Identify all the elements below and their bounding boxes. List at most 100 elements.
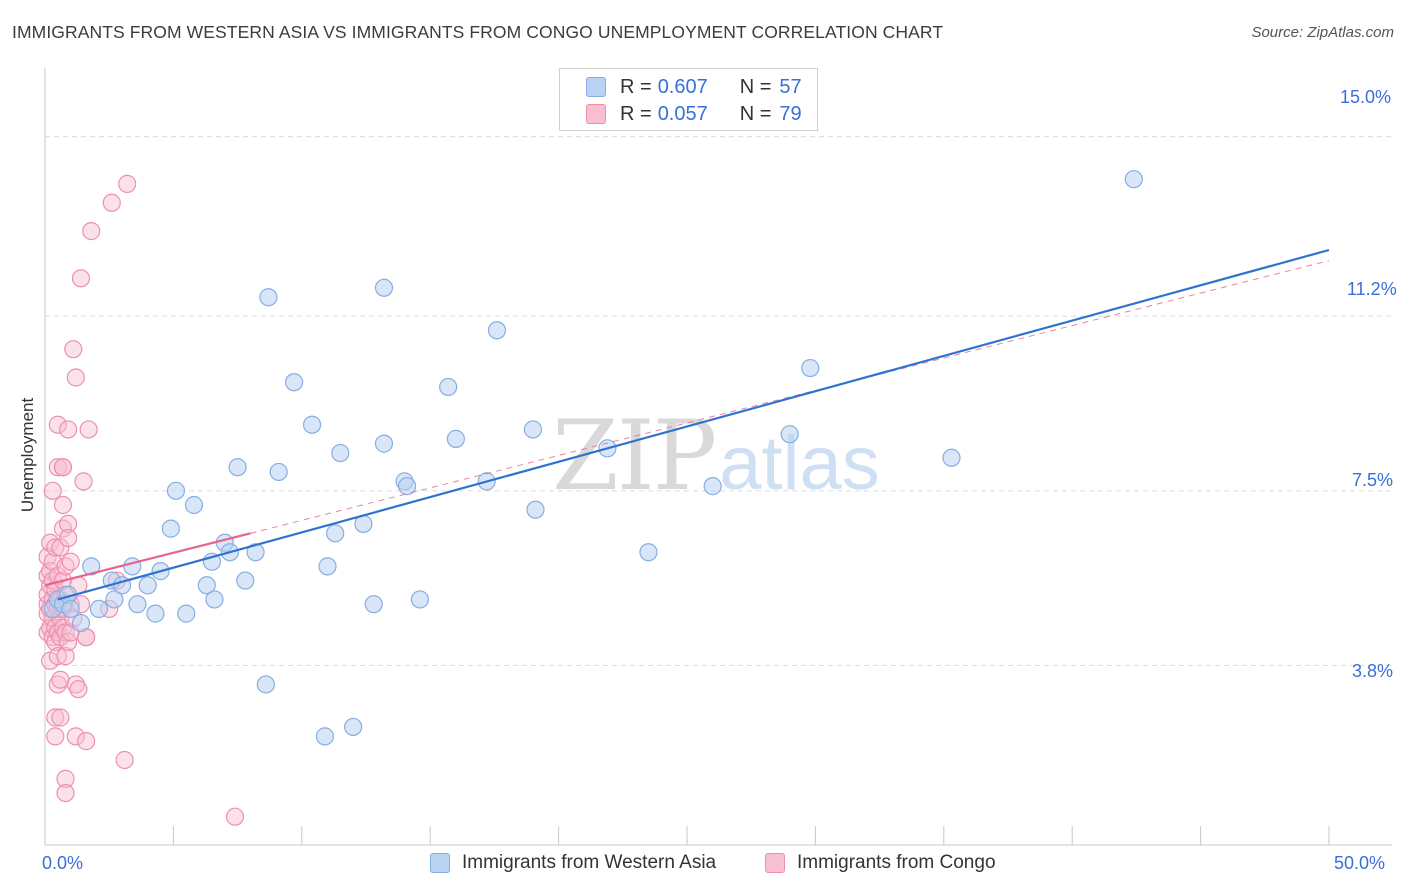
- western-asia-point-52: [639, 543, 658, 562]
- western-asia-point-31: [284, 373, 304, 392]
- western-asia-point-6: [82, 557, 101, 576]
- western-asia-point-26: [236, 571, 255, 590]
- congo-point-76: [115, 750, 134, 770]
- western-asia-point-46: [446, 429, 465, 448]
- legend-n-label: N =: [739, 75, 772, 98]
- legend-n-value: 79: [779, 102, 802, 125]
- chart-title: IMMIGRANTS FROM WESTERN ASIA VS IMMIGRAN…: [12, 22, 944, 42]
- legend-item-congo[interactable]: Immigrants from Congo: [765, 852, 996, 874]
- congo-point-62: [66, 675, 85, 694]
- western-asia-point-41: [374, 278, 394, 297]
- legend-n-value: 57: [779, 75, 802, 98]
- western-asia-point-19: [184, 495, 204, 515]
- congo-point-34: [51, 538, 70, 557]
- congo-point-30: [48, 675, 67, 694]
- western-asia-point-35: [326, 524, 345, 543]
- congo-point-78: [225, 807, 245, 826]
- western-asia-point-30: [269, 462, 288, 482]
- congo-point-20: [46, 538, 65, 557]
- congo-point-36: [51, 708, 70, 727]
- congo-point-72: [82, 222, 101, 241]
- western-asia-point-56: [942, 448, 961, 467]
- congo-point-51: [59, 514, 78, 533]
- y-tick-label-3-8: 3.8%: [1352, 661, 1394, 681]
- congo-trend-extension: [250, 260, 1330, 534]
- western-asia-point-11: [123, 557, 142, 576]
- western-asia-point-36: [331, 443, 350, 463]
- western-asia-point-32: [302, 415, 322, 434]
- congo-point-24: [46, 727, 65, 746]
- legend-swatch-pink: [765, 853, 785, 873]
- legend-r-label: R =: [620, 102, 652, 125]
- legend-r-value: 0.607: [657, 75, 708, 98]
- congo-point-63: [69, 680, 88, 699]
- western-asia-point-25: [228, 458, 247, 477]
- western-asia-point-34: [318, 557, 337, 576]
- source-credit: Source: ZipAtlas.com: [1251, 24, 1394, 41]
- y-axis-title: Unemployment: [18, 397, 37, 513]
- congo-point-25: [48, 647, 67, 666]
- congo-point-45: [56, 647, 75, 666]
- congo-point-74: [102, 193, 121, 212]
- x-tick-label-0: 0.0%: [42, 853, 84, 873]
- legend-swatch-pink: [586, 104, 606, 124]
- legend-r-label: R =: [620, 75, 652, 98]
- y-tick-label-15: 15.0%: [1340, 87, 1392, 107]
- western-asia-point-45: [439, 377, 458, 397]
- legend-swatch-blue: [430, 853, 450, 873]
- western-asia-point-14: [146, 604, 165, 623]
- congo-point-65: [71, 269, 91, 288]
- western-asia-point-50: [526, 500, 545, 519]
- y-tick-label-11-2: 11.2%: [1347, 279, 1397, 299]
- congo-point-49: [56, 783, 75, 803]
- congo-point-77: [118, 174, 137, 193]
- congo-point-68: [76, 732, 96, 751]
- western-asia-point-28: [256, 675, 275, 694]
- western-asia-point-33: [315, 727, 335, 746]
- legend-label-western-asia: Immigrants from Western Asia: [462, 852, 717, 873]
- legend-swatch-blue: [586, 77, 606, 97]
- western-asia-point-39: [364, 595, 383, 614]
- y-tick-label-7-5: 7.5%: [1352, 470, 1394, 490]
- congo-point-71: [79, 420, 98, 439]
- western-asia-point-48: [487, 321, 507, 340]
- western-asia-point-13: [138, 576, 157, 595]
- congo-point-31: [48, 415, 67, 434]
- western-asia-point-20: [197, 576, 216, 595]
- western-asia-point-4: [61, 599, 80, 618]
- congo-point-44: [53, 458, 73, 477]
- congo-point-60: [66, 368, 85, 387]
- western-asia-point-7: [89, 599, 109, 618]
- western-asia-point-16: [161, 519, 180, 538]
- western-asia-point-43: [397, 477, 417, 496]
- congo-point-37: [51, 670, 70, 689]
- legend-n-label: N =: [739, 102, 772, 125]
- western-asia-point-9: [105, 590, 124, 609]
- western-asia-point-12: [128, 595, 147, 614]
- western-asia-point-37: [344, 717, 363, 737]
- congo-trend-line: [44, 532, 251, 587]
- western-asia-point-57: [1124, 170, 1143, 189]
- western-asia-point-18: [177, 604, 196, 623]
- western-asia-point-53: [703, 477, 722, 496]
- congo-point-17: [43, 481, 62, 500]
- western-asia-point-5: [71, 613, 91, 633]
- western-asia-point-44: [410, 590, 430, 609]
- congo-point-61: [66, 727, 85, 746]
- legend-r-value: 0.057: [657, 102, 708, 125]
- western-asia-point-40: [374, 434, 394, 453]
- series-legend: Immigrants from Western Asia Immigrants …: [0, 852, 1406, 878]
- legend-row-western-asia: R = 0.607 N = 57: [586, 74, 802, 100]
- congo-point-48: [56, 769, 75, 788]
- congo-point-29: [48, 458, 67, 477]
- western-asia-point-55: [801, 358, 820, 378]
- western-asia-point-29: [259, 288, 278, 307]
- legend-item-western-asia[interactable]: Immigrants from Western Asia: [430, 852, 716, 874]
- congo-point-23: [46, 708, 65, 727]
- congo-point-67: [74, 472, 93, 491]
- legend-row-congo: R = 0.057 N = 79: [586, 101, 802, 127]
- western-asia-point-54: [780, 425, 799, 444]
- congo-point-53: [59, 528, 78, 548]
- congo-point-59: [64, 340, 83, 359]
